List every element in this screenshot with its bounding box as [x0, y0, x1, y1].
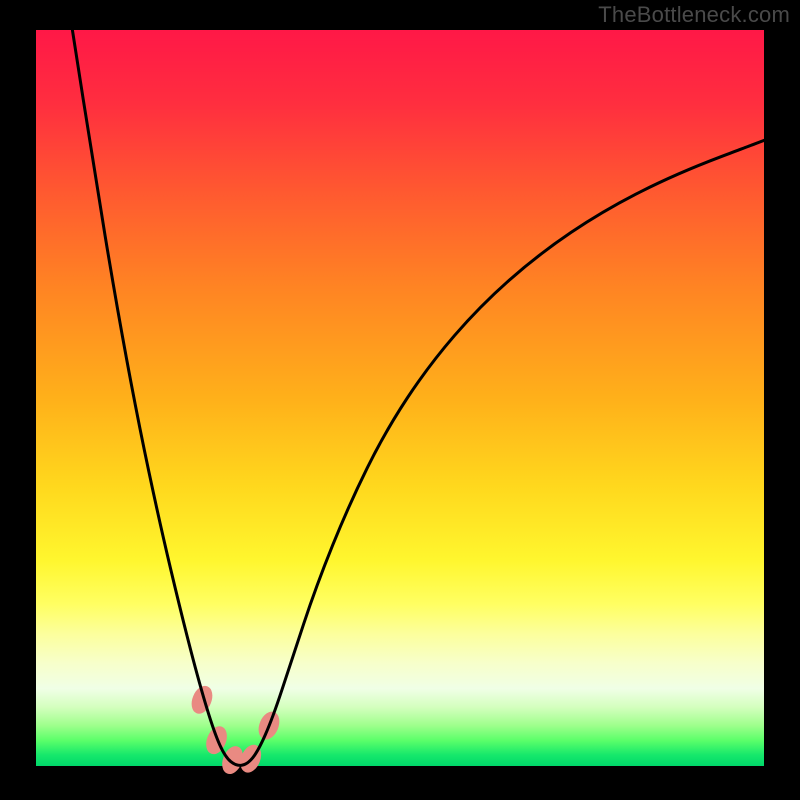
- chart-container: TheBottleneck.com: [0, 0, 800, 800]
- watermark-text: TheBottleneck.com: [598, 2, 790, 28]
- chart-svg: [0, 0, 800, 800]
- plot-background: [36, 30, 764, 766]
